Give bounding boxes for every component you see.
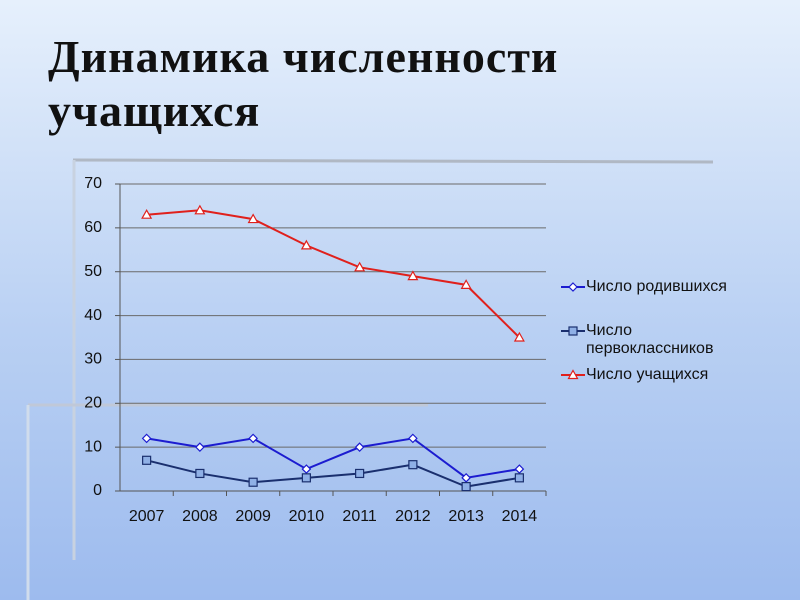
y-tick-label: 50 [84,263,102,280]
legend-label: Число первоклассников [586,322,714,357]
marker [568,326,578,336]
x-tick-label: 2014 [502,508,538,525]
y-tick-label: 40 [84,307,102,324]
marker [460,279,472,289]
marker [461,482,471,492]
marker [513,331,525,342]
marker [248,433,258,444]
marker [248,477,258,487]
marker [408,433,418,444]
legend-item: Число родившихся [560,278,780,296]
marker [301,464,312,474]
y-tick-label: 60 [84,219,102,236]
marker [354,442,365,452]
y-tick-label: 10 [84,438,102,455]
legend-label: Число учащихся [586,366,709,383]
slide-title: Динамика численности учащихся [48,31,559,136]
marker [408,460,418,470]
y-tick-label: 20 [84,395,102,412]
marker [461,472,471,483]
x-tick-label: 2009 [235,508,271,525]
marker [300,239,312,250]
legend-swatch [561,369,585,380]
marker [514,464,525,474]
marker [195,442,205,452]
legend: Число родившихся Число первоклассников Чис… [560,278,780,392]
marker [247,213,259,224]
marker [567,369,579,380]
marker [142,455,152,465]
y-tick-label: 0 [93,482,102,499]
x-tick-label: 2011 [342,508,377,525]
marker [407,270,419,281]
series-line [146,437,520,479]
y-tick-label: 30 [84,351,102,368]
marker [141,208,153,219]
legend-swatch [561,282,585,292]
marker [354,261,366,272]
marker [514,473,524,483]
x-tick-label: 2007 [129,508,165,525]
marker [301,473,311,483]
y-tick-label: 70 [84,175,102,192]
marker [195,468,205,479]
legend-swatch [561,326,585,336]
series-line [146,459,520,488]
legend-item: Число учащихся [560,366,780,384]
series-line [146,209,521,339]
marker [194,204,206,215]
marker [141,433,152,444]
x-tick-label: 2013 [448,508,484,525]
marker [568,282,578,292]
marker [355,468,365,479]
x-tick-label: 2008 [182,508,218,525]
x-tick-label: 2010 [289,508,325,525]
legend-label: Число родившихся [586,278,727,295]
decor-line [72,158,714,164]
x-tick-label: 2012 [395,508,431,525]
legend-item: Число первоклассников [560,322,780,358]
